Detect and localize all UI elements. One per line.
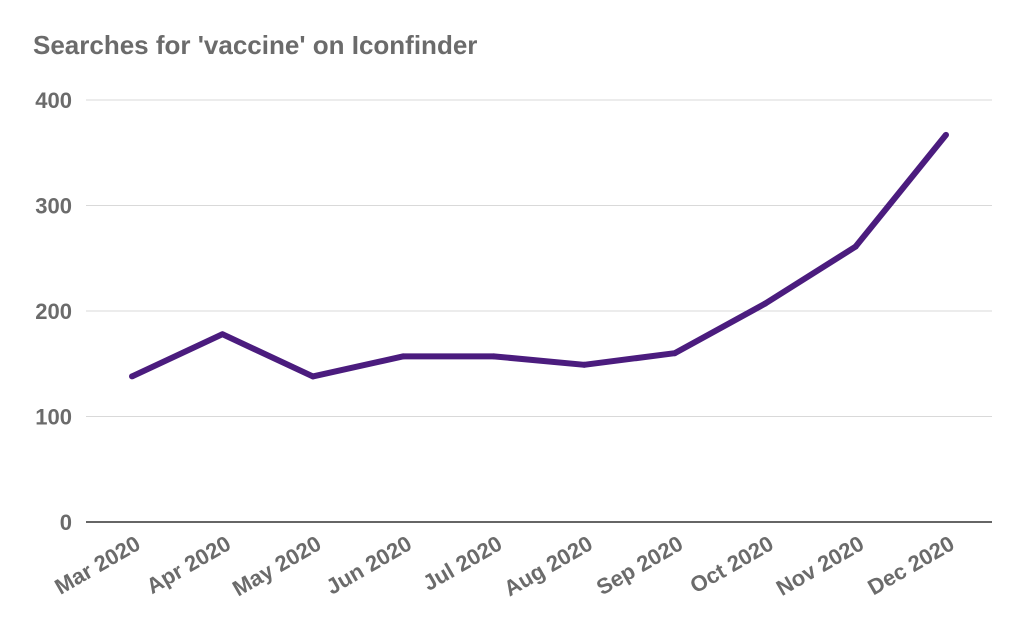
- data-point: [762, 300, 769, 307]
- x-tick-label: Nov 2020: [772, 531, 868, 601]
- data-point: [852, 243, 859, 250]
- x-tick-label: Oct 2020: [686, 531, 778, 599]
- x-tick-label: Aug 2020: [500, 531, 597, 602]
- y-tick-label: 100: [35, 405, 72, 430]
- series-line: [130, 132, 949, 380]
- y-tick-label: 200: [35, 299, 72, 324]
- data-point: [490, 353, 497, 360]
- y-tick-label: 400: [35, 88, 72, 113]
- data-point: [129, 373, 135, 380]
- x-tick-label: May 2020: [228, 531, 325, 602]
- chart-title: Searches for 'vaccine' on Iconfinder: [33, 30, 478, 60]
- x-tick-label: Jul 2020: [419, 531, 507, 596]
- data-point: [943, 131, 949, 138]
- data-point: [219, 331, 226, 338]
- data-point: [581, 361, 588, 368]
- data-point: [309, 373, 316, 380]
- y-tick-label: 300: [35, 194, 72, 219]
- data-point: [671, 350, 678, 357]
- x-tick-label: Dec 2020: [863, 531, 958, 600]
- x-tick-label: Mar 2020: [50, 531, 144, 600]
- y-tick-label: 0: [60, 510, 72, 535]
- data-point: [400, 353, 407, 360]
- x-tick-label: Apr 2020: [142, 531, 235, 599]
- x-tick-label: Sep 2020: [592, 531, 687, 600]
- x-tick-label: Jun 2020: [322, 531, 416, 600]
